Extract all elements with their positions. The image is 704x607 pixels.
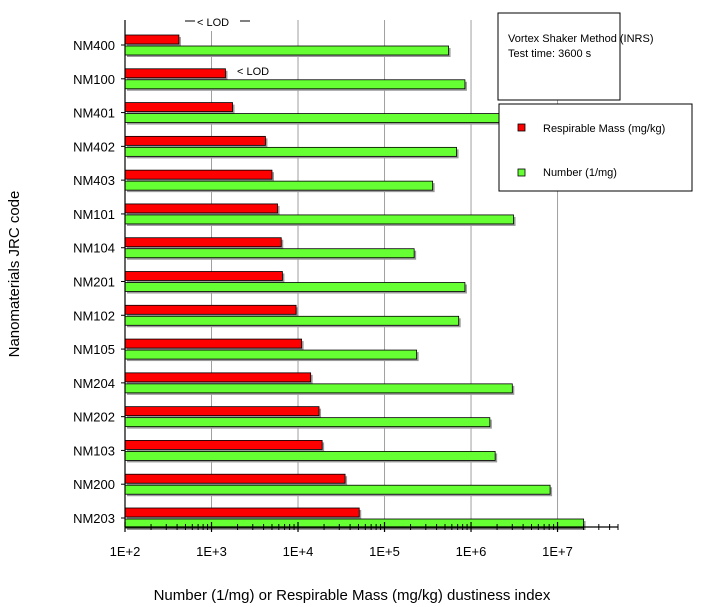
x-tick-label: 1E+2	[110, 544, 141, 559]
bar-number	[124, 79, 466, 90]
x-tick-label: 1E+5	[369, 544, 400, 559]
y-category-label: NM105	[73, 342, 115, 357]
bar-respirable-mass	[124, 237, 282, 248]
y-category-label: NM102	[73, 308, 115, 323]
bar-respirable-mass	[124, 68, 226, 79]
bar-respirable-mass	[124, 271, 283, 281]
lod-annotation-nm100: < LOD	[237, 66, 269, 78]
x-tick-label: 1E+3	[196, 544, 227, 559]
bar-number	[124, 45, 449, 56]
bar-number	[124, 417, 491, 428]
y-category-label: NM403	[73, 173, 115, 188]
x-ticks: 1E+2 1E+3 1E+4 1E+5 1E+6 1E+7	[110, 522, 619, 559]
bar-number	[124, 315, 460, 326]
y-category-label: NM204	[73, 376, 115, 391]
x-tick-label: 1E+6	[456, 544, 487, 559]
y-category-label: NM100	[73, 72, 115, 87]
bar-number	[124, 146, 457, 157]
y-category-label: NM202	[73, 410, 115, 425]
lod-annotation-nm400: < LOD	[185, 15, 250, 31]
y-category-label: NM103	[73, 443, 115, 458]
bar-respirable-mass	[124, 406, 320, 417]
legend-swatch-respirable-mass	[517, 123, 526, 132]
y-axis-title: Nanomaterials JRC code	[6, 191, 23, 358]
legend-swatch-number	[517, 168, 526, 177]
bar-respirable-mass	[124, 135, 266, 146]
info-box-frame	[497, 12, 621, 101]
y-category-label: NM400	[73, 38, 115, 53]
bar-number	[124, 180, 434, 191]
y-category-labels: NM400 NM100 NM401 NM402 NM403 NM101 NM104 NM201…	[73, 38, 125, 526]
bar-respirable-mass	[124, 338, 302, 349]
bar-number	[124, 349, 418, 360]
info-box: Vortex Shaker Method (INRS) Test time: 3…	[497, 12, 654, 101]
info-box-method: Vortex Shaker Method (INRS)	[508, 33, 654, 45]
y-category-label: NM200	[73, 477, 115, 492]
legend-label-respirable-mass: Respirable Mass (mg/kg)	[543, 123, 665, 135]
bar-number	[124, 214, 514, 225]
y-category-label: NM203	[73, 511, 115, 526]
bar-respirable-mass	[124, 304, 297, 315]
legend-label-number: Number (1/mg)	[543, 167, 617, 179]
y-category-label: NM401	[73, 106, 115, 121]
x-tick-label: 1E+4	[283, 544, 314, 559]
y-category-label: NM402	[73, 139, 115, 154]
y-category-label: NM104	[73, 241, 115, 256]
x-axis-title: Number (1/mg) or Respirable Mass (mg/kg)…	[154, 587, 551, 604]
bar-respirable-mass	[124, 440, 323, 450]
bar-respirable-mass	[124, 102, 233, 112]
lod-annotation-bg	[185, 15, 250, 31]
bar-number	[124, 484, 551, 495]
bar-respirable-mass	[124, 507, 360, 518]
bar-number	[124, 113, 509, 123]
bar-number	[124, 248, 415, 259]
bar-number	[124, 451, 496, 461]
lod-annotation-text: < LOD	[197, 17, 229, 29]
bar-respirable-mass	[124, 34, 180, 45]
legend-frame	[498, 103, 693, 192]
bar-number	[124, 282, 466, 292]
y-category-label: NM101	[73, 207, 115, 222]
y-category-label: NM201	[73, 275, 115, 290]
legend: Respirable Mass (mg/kg) Number (1/mg)	[498, 103, 693, 192]
bars	[124, 34, 586, 530]
bar-respirable-mass	[124, 203, 278, 214]
lod-annotation-text: < LOD	[237, 66, 269, 78]
bar-respirable-mass	[124, 473, 346, 484]
bar-number	[124, 383, 513, 394]
bar-respirable-mass	[124, 372, 312, 383]
bar-respirable-mass	[124, 169, 273, 180]
info-box-test-time: Test time: 3600 s	[508, 48, 592, 60]
x-tick-label: 1E+7	[542, 544, 573, 559]
